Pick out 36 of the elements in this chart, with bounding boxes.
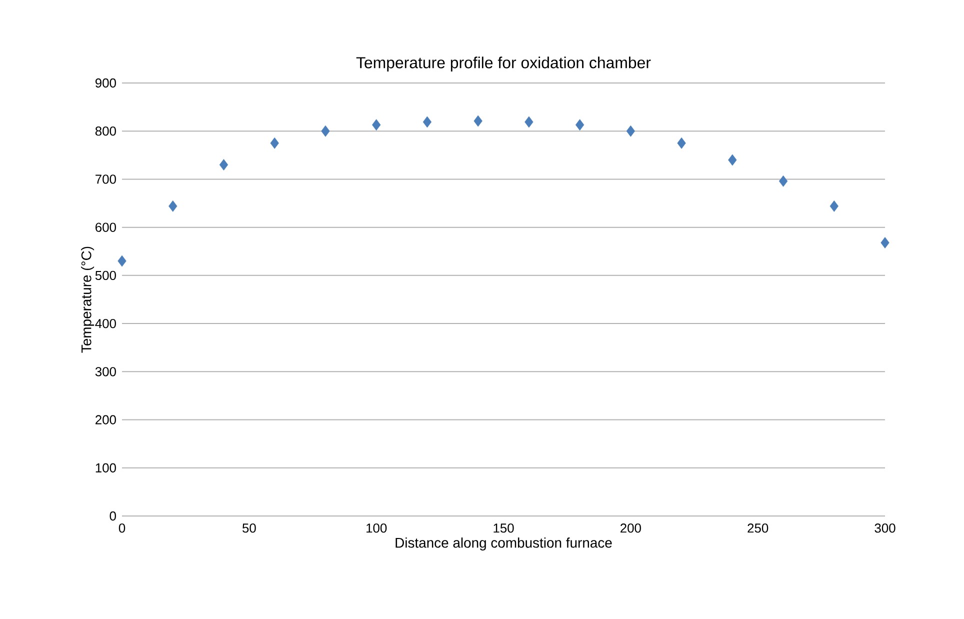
point (118, 255, 126, 267)
point (728, 154, 737, 166)
point (830, 200, 838, 212)
chart-title: Temperature profile for oxidation chamber (356, 56, 651, 72)
point (270, 137, 279, 149)
y-axis-title: Temperature (°C) (81, 246, 94, 353)
point (575, 119, 584, 131)
y-tick-label: 900 (95, 78, 116, 88)
y-tick-label: 0 (110, 511, 116, 521)
point (474, 115, 482, 127)
point (677, 137, 686, 149)
y-tick-label: 100 (96, 463, 116, 472)
y-tick-label: 500 (95, 270, 116, 280)
point (422, 116, 432, 128)
y-tick-label: 400 (95, 318, 116, 328)
x-tick-label: 100 (366, 524, 387, 533)
y-tick-label: 200 (96, 415, 116, 424)
y-tick-label: 600 (96, 222, 116, 232)
point (524, 116, 534, 128)
y-tick-label: 300 (95, 367, 116, 376)
point (219, 159, 228, 170)
y-tick-label: 800 (95, 126, 116, 136)
x-tick-label: 150 (494, 524, 514, 533)
x-axis-title: Distance along combustion furnace (396, 538, 612, 551)
x-tick-label: 300 (874, 524, 896, 533)
point (778, 175, 788, 187)
point (321, 125, 330, 137)
x-tick-label: 50 (242, 524, 256, 533)
point (168, 200, 178, 212)
point (880, 237, 890, 248)
x-tick-label: 200 (620, 524, 641, 533)
point (372, 119, 381, 131)
x-tick-label: 0 (118, 524, 126, 533)
point (626, 125, 635, 137)
x-tick-label: 250 (748, 524, 768, 533)
y-tick-label: 700 (96, 174, 116, 184)
